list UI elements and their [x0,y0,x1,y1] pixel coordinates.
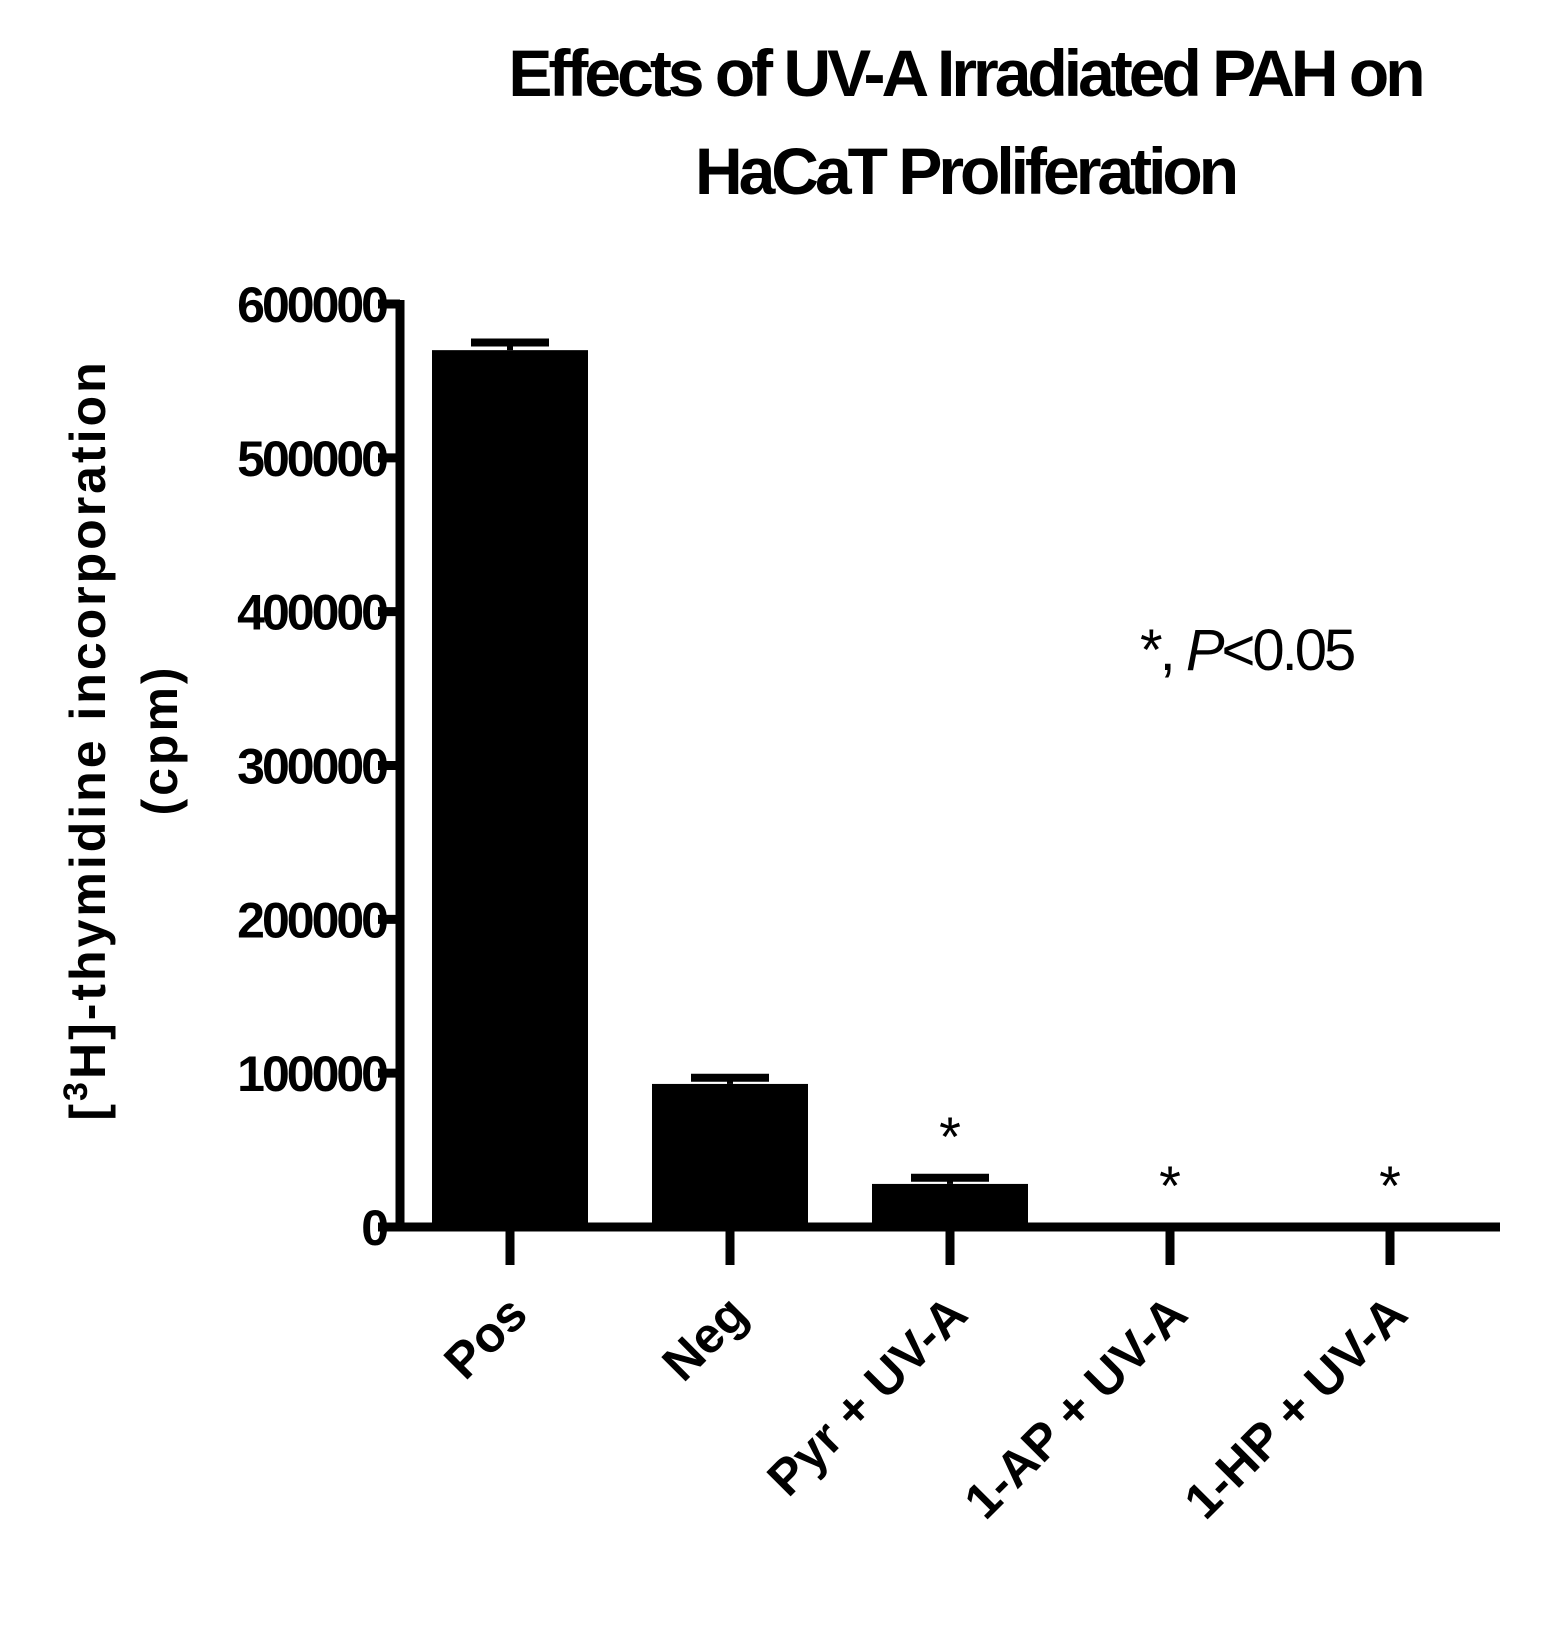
significance-star: * [939,1105,961,1168]
y-axis-title-superscript: 3 [57,1079,95,1101]
axes [395,300,1500,1265]
bars: * * * [432,338,1401,1227]
x-tick-label: 1-HP + UV-A [1174,1285,1418,1529]
significance-note-p: P [1186,618,1225,683]
y-axis-title-line2: (cpm) [132,664,188,815]
significance-note-sep: , [1160,618,1186,683]
y-axis-ticks: 0 100000 200000 300000 400000 500000 600000 [237,277,400,1256]
significance-note-threshold: <0.05 [1222,618,1354,683]
significance-note: *, P<0.05 [1140,618,1354,683]
bar [652,1083,808,1227]
y-tick-label: 500000 [237,431,387,487]
y-axis-title-text: H]-thymidine incorporation [60,359,116,1079]
chart-title-line2: HaCaT Proliferation [695,134,1236,208]
y-axis-title-bracket: [ [60,1101,116,1121]
chart-title-line1: Effects of UV-A Irradiated PAH on [508,36,1422,110]
y-tick-label: 200000 [237,892,387,948]
bar [872,1183,1028,1227]
bar [432,350,588,1227]
y-axis-title: [3H]-thymidine incorporation (cpm) [57,359,188,1120]
y-tick-label: 100000 [237,1046,387,1102]
x-tick-label: Pos [433,1285,537,1389]
y-axis-title-line1: [3H]-thymidine incorporation [57,359,116,1120]
y-tick-label: 0 [361,1200,387,1256]
y-tick-label: 400000 [237,585,387,641]
significance-star: * [1159,1154,1181,1217]
y-tick-label: 300000 [237,739,387,795]
x-tick-label: 1-AP + UV-A [954,1285,1198,1529]
x-tick-label: Neg [651,1285,757,1391]
significance-star: * [1379,1154,1401,1217]
y-tick-label: 600000 [237,277,387,333]
x-tick-label: Pyr + UV-A [756,1285,977,1506]
